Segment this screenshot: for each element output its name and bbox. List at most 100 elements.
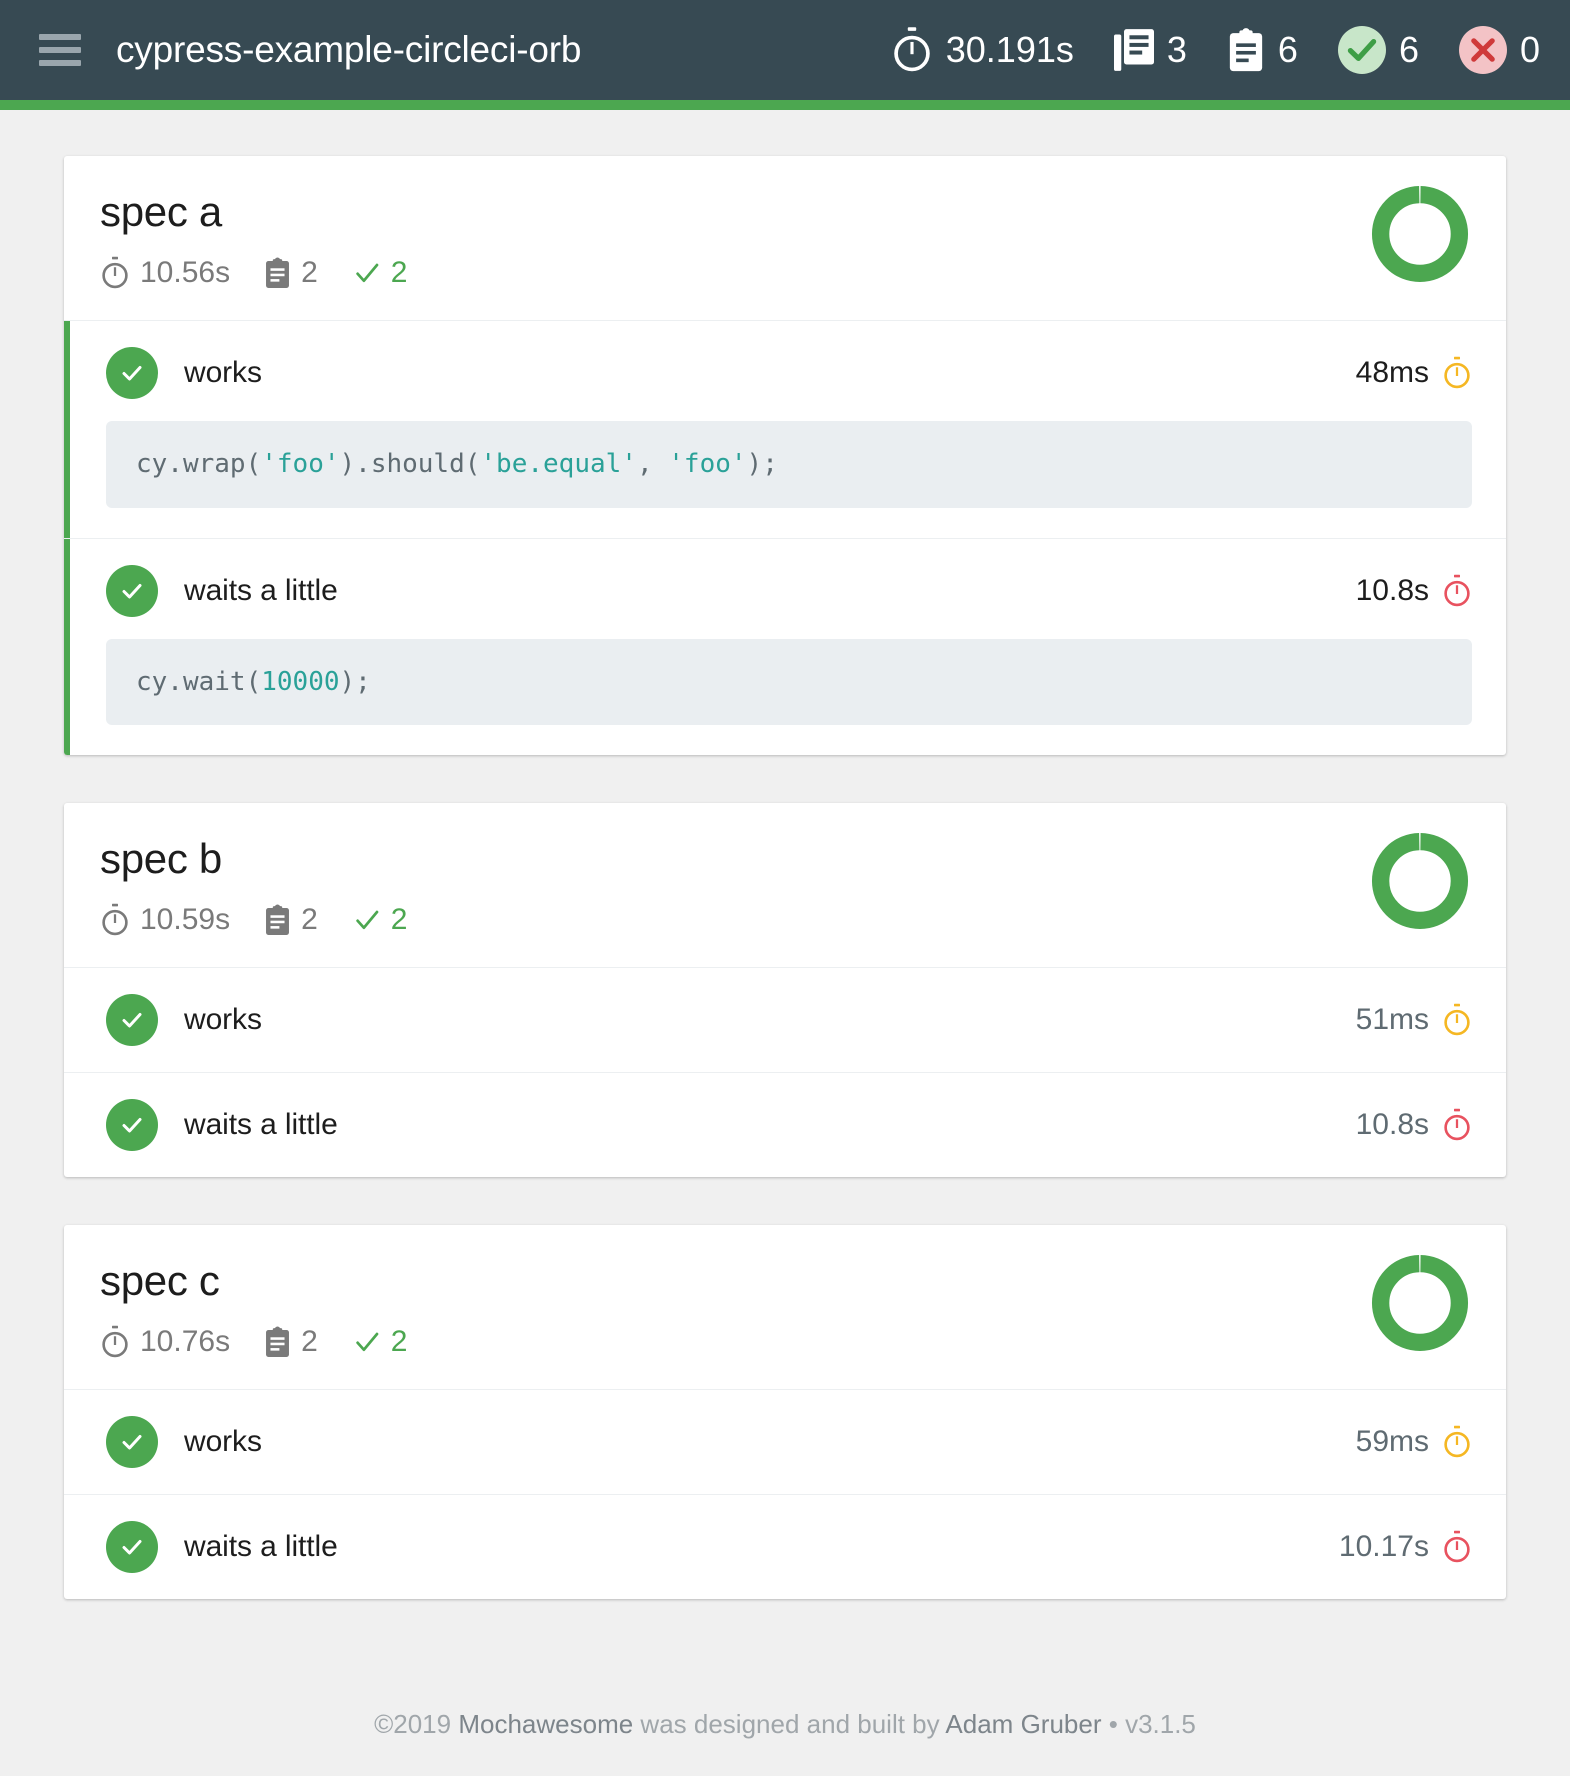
test-duration-value: 10.8s <box>1355 573 1429 607</box>
footer-copyright: ©2019 <box>374 1709 459 1740</box>
test-item-works[interactable]: works 48ms cy.wrap('foo').should('be.equ… <box>64 321 1506 539</box>
suite-meta: 10.56s 2 <box>100 256 1470 290</box>
test-list: works 51ms waits a little 10.8s <box>64 968 1506 1177</box>
suite-duration: 10.56s <box>100 256 230 290</box>
hamburger-bar <box>39 47 81 53</box>
test-duration: 59ms <box>1356 1425 1472 1459</box>
footer-version: v3.1.5 <box>1125 1709 1196 1740</box>
suite-card-spec-a: spec a 10.56s <box>64 156 1506 756</box>
suites-icon <box>1113 29 1154 71</box>
test-duration: 51ms <box>1356 1003 1472 1037</box>
failures-count-value: 0 <box>1519 29 1540 70</box>
suite-card-spec-b: spec b 10.59s <box>64 803 1506 1178</box>
check-icon <box>352 1327 382 1357</box>
hamburger-bar <box>39 34 81 40</box>
test-pass-icon <box>106 1416 158 1469</box>
stopwatch-icon <box>1442 1108 1472 1142</box>
stopwatch-icon <box>1442 1530 1472 1564</box>
test-title: works <box>184 356 262 390</box>
test-list: works 48ms cy.wrap('foo').should('be.equ… <box>64 321 1506 755</box>
stopwatch-icon <box>1442 1425 1472 1459</box>
stopwatch-icon <box>1442 1003 1472 1037</box>
test-item-works[interactable]: works 51ms <box>64 968 1506 1074</box>
hamburger-bar <box>39 60 81 66</box>
suite-passes-count-value: 2 <box>390 903 408 937</box>
suite-duration-value: 10.76s <box>140 1325 231 1359</box>
test-duration-value: 10.17s <box>1338 1530 1429 1564</box>
suite-passes-count: 2 <box>352 1325 408 1359</box>
suite-donut-chart <box>1368 182 1472 286</box>
suite-passes-count-value: 2 <box>390 1325 408 1359</box>
test-pass-icon <box>106 347 158 400</box>
test-pass-icon <box>106 1521 158 1574</box>
test-pass-icon <box>106 994 158 1047</box>
report-title: cypress-example-circleci-orb <box>116 29 582 70</box>
test-code-block: cy.wrap('foo').should('be.equal', 'foo')… <box>106 421 1472 508</box>
test-code-block: cy.wait(10000); <box>106 638 1472 726</box>
suite-duration: 10.76s <box>100 1325 230 1359</box>
suite-passes-count-value: 2 <box>390 256 408 290</box>
test-row: works 59ms <box>106 1416 1472 1469</box>
suite-card-spec-c: spec c 10.76s <box>64 1225 1506 1600</box>
test-title: works <box>184 1003 262 1037</box>
test-title: waits a little <box>184 1530 338 1564</box>
hamburger-menu-icon[interactable] <box>32 22 88 78</box>
stopwatch-icon <box>1442 356 1472 390</box>
suite-tests-count: 2 <box>264 904 318 936</box>
test-title: works <box>184 1425 262 1459</box>
footer-middle-text: was designed and built by <box>633 1709 946 1740</box>
total-duration-stat: 30.191s <box>891 27 1074 73</box>
suite-tests-count: 2 <box>264 1326 318 1358</box>
times-circle-icon <box>1458 26 1507 74</box>
clipboard-icon <box>264 257 291 289</box>
test-item-works[interactable]: works 59ms <box>64 1390 1506 1496</box>
stopwatch-icon <box>100 903 130 937</box>
test-item-waits-a-little[interactable]: waits a little 10.8s <box>64 1073 1506 1177</box>
report-body: spec a 10.56s <box>0 100 1570 1776</box>
stopwatch-icon <box>891 27 933 73</box>
footer: ©2019 Mochawesome was designed and built… <box>64 1647 1506 1776</box>
footer-product-link[interactable]: Mochawesome <box>458 1709 634 1740</box>
suite-title: spec a <box>100 188 222 235</box>
stopwatch-icon <box>100 256 130 290</box>
suite-tests-count-value: 2 <box>301 1325 318 1359</box>
footer-author-link[interactable]: Adam Gruber <box>945 1709 1102 1740</box>
clipboard-icon <box>1227 28 1265 72</box>
test-row: works 48ms <box>106 347 1472 400</box>
suite-meta: 10.76s 2 <box>100 1325 1470 1359</box>
suite-passes-count: 2 <box>352 903 408 937</box>
navbar: cypress-example-circleci-orb 30.191s <box>0 0 1570 110</box>
navbar-stats: 30.191s 3 <box>891 26 1540 74</box>
suite-header[interactable]: spec c 10.76s <box>64 1225 1506 1391</box>
passes-count-stat: 6 <box>1337 26 1419 74</box>
test-row: waits a little 10.8s <box>106 1099 1472 1152</box>
total-duration-value: 30.191s <box>945 29 1074 70</box>
clipboard-icon <box>264 1326 291 1358</box>
test-duration-value: 10.8s <box>1355 1108 1429 1142</box>
suite-donut-chart <box>1368 829 1472 933</box>
suite-tests-count: 2 <box>264 257 318 289</box>
suite-duration-value: 10.59s <box>140 903 231 937</box>
clipboard-icon <box>264 904 291 936</box>
test-duration: 10.8s <box>1356 574 1472 608</box>
suite-title: spec c <box>100 1257 220 1305</box>
test-list: works 59ms waits a little 10.17s <box>64 1390 1506 1599</box>
failures-count-stat: 0 <box>1458 26 1540 74</box>
test-row: waits a little 10.17s <box>106 1521 1472 1574</box>
suites-count-value: 3 <box>1166 29 1187 70</box>
suite-passes-count: 2 <box>352 256 408 290</box>
check-icon <box>352 905 382 935</box>
test-item-waits-a-little[interactable]: waits a little 10.8s cy.wait(10000); <box>64 538 1506 756</box>
test-item-waits-a-little[interactable]: waits a little 10.17s <box>64 1495 1506 1599</box>
test-duration: 48ms <box>1356 356 1472 390</box>
suite-title: spec b <box>100 835 222 883</box>
test-title: waits a little <box>184 1108 338 1142</box>
suite-header[interactable]: spec b 10.59s <box>64 803 1506 969</box>
test-duration-value: 51ms <box>1355 1003 1429 1037</box>
test-duration-value: 59ms <box>1355 1425 1429 1459</box>
suites-container: spec a 10.56s <box>64 156 1506 1600</box>
suites-count-stat: 3 <box>1113 29 1187 71</box>
suite-header[interactable]: spec a 10.56s <box>64 156 1506 322</box>
check-icon <box>352 258 382 288</box>
test-title: waits a little <box>184 573 338 607</box>
